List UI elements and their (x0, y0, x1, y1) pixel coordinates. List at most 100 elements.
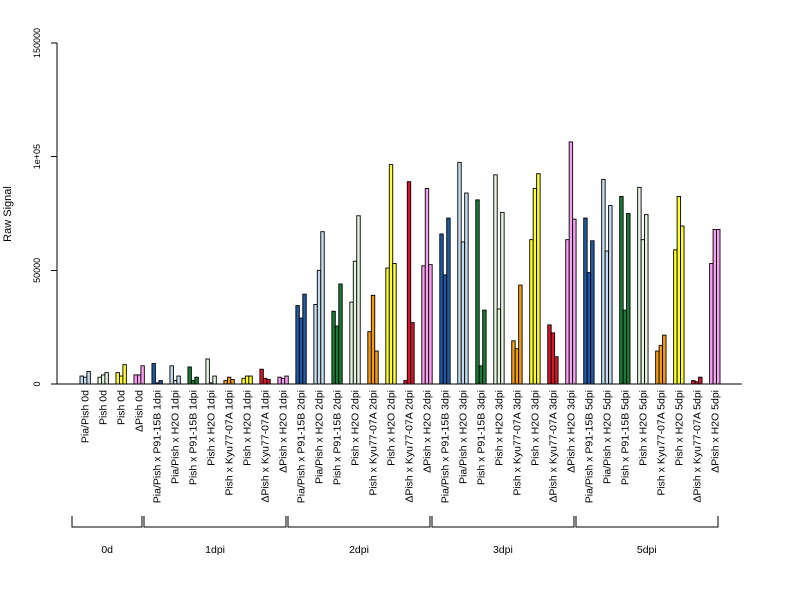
bar (244, 375, 250, 385)
bar (190, 380, 196, 385)
bar (298, 317, 304, 385)
y-tick-label: 1e+05 (32, 144, 42, 169)
bar (97, 376, 102, 385)
category-label: Pia/Pish 0d (80, 390, 92, 443)
bar (608, 205, 613, 385)
bar (194, 376, 199, 385)
y-axis-title-group: Raw Signal (2, 186, 14, 242)
category-label: Pish x P91-15B 2dpi (332, 390, 344, 485)
bar (500, 211, 505, 385)
category-label: Pish x H2O 1dpi (206, 390, 218, 466)
bar (518, 284, 523, 385)
bar (241, 377, 246, 385)
bar (100, 374, 106, 385)
group-label: 3dpi (493, 544, 513, 556)
category-label: Pia/Pish x H2O 5dpi (601, 390, 613, 484)
bar (478, 365, 484, 385)
bar (532, 188, 538, 385)
bars-layer (79, 141, 721, 385)
bar (482, 309, 487, 385)
category-label: Pia/Pish x P91-15B 3dpi (439, 390, 451, 503)
bar (277, 376, 282, 385)
bar (79, 375, 84, 385)
category-label: ΔPish x Kyu77-07A 3dpi (547, 390, 559, 503)
y-tick-label: 50000 (32, 258, 42, 283)
bar (176, 375, 181, 385)
bar (259, 368, 264, 385)
group-label: 0d (101, 544, 113, 556)
bar (151, 363, 156, 385)
bar (464, 192, 469, 385)
bar (475, 199, 480, 385)
y-tick-label: 150000 (32, 28, 42, 58)
bar (158, 380, 163, 385)
category-label: Pish x H2O 1dpi (242, 390, 254, 466)
category-label: ΔPish x H2O 2dpi (421, 390, 433, 473)
bar (349, 301, 354, 385)
bar (622, 309, 628, 385)
bar (673, 249, 678, 385)
bar (104, 372, 109, 385)
bar (655, 350, 660, 385)
group-label: 5dpi (637, 544, 657, 556)
bar (334, 325, 340, 385)
group-bracket (431, 516, 575, 528)
bar (658, 344, 664, 385)
category-labels: Pia/Pish 0d Pish 0d Pish 0d ΔPish 0d Pia/Pis… (80, 390, 722, 503)
bar (493, 174, 498, 385)
bar (637, 186, 642, 385)
bar (716, 228, 721, 385)
bar (388, 164, 394, 385)
bar (187, 366, 192, 385)
bar (295, 305, 300, 385)
category-label: Pish x Kyu77-07A 3dpi (511, 390, 523, 496)
category-label: Pish x P91-15B 5dpi (619, 390, 631, 485)
bar (514, 348, 520, 385)
bar (133, 374, 138, 385)
bar (547, 324, 552, 385)
category-label: Pia/Pish x H2O 1dpi (170, 390, 182, 484)
bar (601, 178, 606, 385)
bar (266, 379, 271, 385)
group-bracket (575, 516, 719, 528)
category-label: Pish x P91-15B 1dpi (188, 390, 200, 485)
bar (313, 303, 318, 385)
bar (284, 375, 289, 385)
bar (568, 141, 574, 385)
bar (410, 322, 415, 385)
bar (83, 376, 88, 385)
bar (172, 380, 178, 385)
bar (709, 263, 714, 385)
bar (680, 225, 685, 385)
bar (356, 215, 361, 385)
bar (122, 364, 127, 385)
bar (352, 260, 358, 385)
bar (140, 365, 145, 385)
bar (572, 218, 577, 385)
category-label: ΔPish 0d (134, 390, 146, 432)
category-label: Pish x Kyu77-07A 5dpi (655, 390, 667, 496)
bar (604, 250, 610, 385)
bar (226, 376, 232, 385)
bar (280, 377, 286, 385)
bar (316, 269, 322, 385)
bar (446, 217, 451, 385)
y-axis: 0 50000 1e+05 150000 (32, 28, 58, 387)
bar (439, 233, 444, 385)
y-tick-label: 0 (32, 381, 42, 386)
bar (367, 331, 372, 385)
bar (640, 239, 646, 385)
bar (385, 267, 390, 385)
bar (662, 334, 667, 385)
bar (374, 350, 379, 385)
bar (619, 195, 624, 385)
bar (320, 231, 325, 385)
bar (554, 356, 559, 385)
bar (392, 263, 397, 385)
bar (691, 380, 696, 385)
bar (698, 376, 703, 385)
category-label: Pia/Pish x H2O 3dpi (457, 390, 469, 484)
bar (331, 310, 336, 385)
bar (403, 380, 408, 385)
